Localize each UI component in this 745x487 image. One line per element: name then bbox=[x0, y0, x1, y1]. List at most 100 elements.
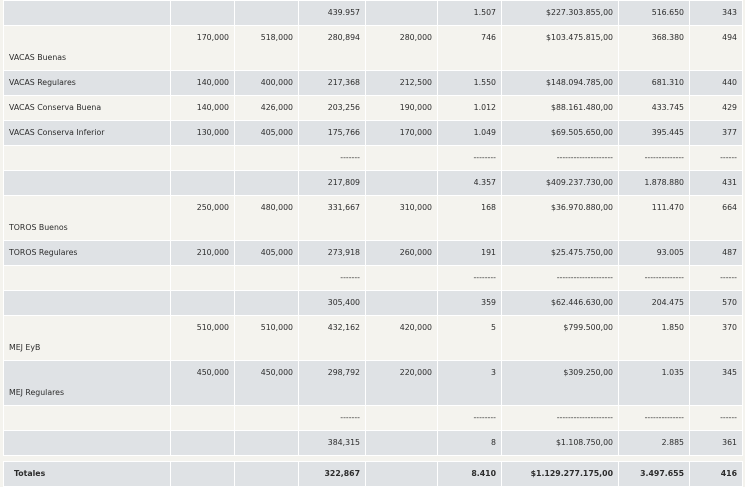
min-price-cell: 510,000 bbox=[170, 315, 235, 361]
avg-price-cell: ------- bbox=[298, 145, 366, 171]
avg-price-cell: 280,894 bbox=[298, 25, 366, 71]
max-price-cell: 400,000 bbox=[234, 70, 299, 96]
category-label bbox=[3, 290, 171, 316]
mode-price-cell bbox=[365, 170, 438, 196]
amount-cell: -------------------- bbox=[501, 145, 619, 171]
avg-weight-cell: ------ bbox=[689, 265, 743, 291]
max-price-cell: 450,000 bbox=[234, 360, 299, 406]
kilos-cell: 1.850 bbox=[618, 315, 690, 361]
table-row: MEJ EyB 510,000 510,000 432,162 420,000 5 $799… bbox=[3, 315, 743, 361]
max-price-cell bbox=[234, 170, 299, 196]
mode-price-cell: 190,000 bbox=[365, 95, 438, 121]
avg-price-cell: 217,809 bbox=[298, 170, 366, 196]
head-count-cell: 191 bbox=[437, 240, 502, 266]
head-count-cell: 168 bbox=[437, 195, 502, 241]
max-price-cell bbox=[234, 430, 299, 456]
totals-avg-price: 322,867 bbox=[298, 461, 366, 487]
max-price-cell bbox=[234, 145, 299, 171]
category-label: TOROS Regulares bbox=[3, 240, 171, 266]
totals-kilos: 3.497.655 bbox=[618, 461, 690, 487]
avg-weight-cell: 487 bbox=[689, 240, 743, 266]
avg-price-cell: 439.957 bbox=[298, 0, 366, 26]
category-label: MEJ Regulares bbox=[3, 360, 171, 406]
avg-weight-cell: 494 bbox=[689, 25, 743, 71]
amount-cell: $227.303.855,00 bbox=[501, 0, 619, 26]
kilos-cell: 516.650 bbox=[618, 0, 690, 26]
category-label: VACAS Conserva Inferior bbox=[3, 120, 171, 146]
table-row: TOROS Buenos 250,000 480,000 331,667 310,000… bbox=[3, 195, 743, 241]
category-label: MEJ EyB bbox=[3, 315, 171, 361]
category-label: VACAS Conserva Buena bbox=[3, 95, 171, 121]
table-body: 439.957 1.507 $227.303.855,00 516.650 343 VAC… bbox=[3, 0, 743, 456]
mode-price-cell bbox=[365, 430, 438, 456]
table-row: ------- -------- -------------------- -----… bbox=[3, 145, 743, 171]
min-price-cell bbox=[170, 405, 235, 431]
totals-amount: $1.129.277.175,00 bbox=[501, 461, 619, 487]
table-row: VACAS Buenas 170,000 518,000 280,894 280,000… bbox=[3, 25, 743, 71]
category-table: 439.957 1.507 $227.303.855,00 516.650 343 VAC… bbox=[3, 0, 743, 487]
amount-cell: $409.237.730,00 bbox=[501, 170, 619, 196]
category-label: VACAS Regulares bbox=[3, 70, 171, 96]
avg-price-cell: 331,667 bbox=[298, 195, 366, 241]
kilos-cell: 1.878.880 bbox=[618, 170, 690, 196]
table-row: MEJ Regulares 450,000 450,000 298,792 220,00… bbox=[3, 360, 743, 406]
kilos-cell: -------------- bbox=[618, 145, 690, 171]
mode-price-cell bbox=[365, 0, 438, 26]
table-row: VACAS Regulares 140,000 400,000 217,368 212,… bbox=[3, 70, 743, 96]
min-price-cell bbox=[170, 265, 235, 291]
head-count-cell: 746 bbox=[437, 25, 502, 71]
head-count-cell: 359 bbox=[437, 290, 502, 316]
table-row: ------- -------- -------------------- -----… bbox=[3, 265, 743, 291]
avg-price-cell: 305,400 bbox=[298, 290, 366, 316]
min-price-cell: 170,000 bbox=[170, 25, 235, 71]
avg-price-cell: 273,918 bbox=[298, 240, 366, 266]
category-label bbox=[3, 265, 171, 291]
max-price-cell: 480,000 bbox=[234, 195, 299, 241]
mode-price-cell: 420,000 bbox=[365, 315, 438, 361]
max-price-cell: 405,000 bbox=[234, 240, 299, 266]
avg-weight-cell: 377 bbox=[689, 120, 743, 146]
table-row: VACAS Conserva Inferior 130,000 405,000 175… bbox=[3, 120, 743, 146]
max-price-cell bbox=[234, 405, 299, 431]
totals-min-price bbox=[170, 461, 235, 487]
table-row: VACAS Conserva Buena 140,000 426,000 203,25… bbox=[3, 95, 743, 121]
mode-price-cell: 212,500 bbox=[365, 70, 438, 96]
min-price-cell bbox=[170, 0, 235, 26]
amount-cell: -------------------- bbox=[501, 405, 619, 431]
kilos-cell: 93.005 bbox=[618, 240, 690, 266]
mode-price-cell: 260,000 bbox=[365, 240, 438, 266]
category-label bbox=[3, 430, 171, 456]
min-price-cell bbox=[170, 170, 235, 196]
category-label: TOROS Buenos bbox=[3, 195, 171, 241]
category-label bbox=[3, 405, 171, 431]
mode-price-cell bbox=[365, 265, 438, 291]
min-price-cell: 210,000 bbox=[170, 240, 235, 266]
amount-cell: $1.108.750,00 bbox=[501, 430, 619, 456]
avg-price-cell: 432,162 bbox=[298, 315, 366, 361]
totals-max-price bbox=[234, 461, 299, 487]
min-price-cell bbox=[170, 145, 235, 171]
totals-label: Totales bbox=[3, 461, 171, 487]
avg-price-cell: 175,766 bbox=[298, 120, 366, 146]
avg-weight-cell: 664 bbox=[689, 195, 743, 241]
min-price-cell: 140,000 bbox=[170, 95, 235, 121]
max-price-cell bbox=[234, 290, 299, 316]
min-price-cell bbox=[170, 430, 235, 456]
kilos-cell: 111.470 bbox=[618, 195, 690, 241]
avg-weight-cell: 429 bbox=[689, 95, 743, 121]
min-price-cell: 130,000 bbox=[170, 120, 235, 146]
mode-price-cell: 170,000 bbox=[365, 120, 438, 146]
mode-price-cell bbox=[365, 145, 438, 171]
max-price-cell: 510,000 bbox=[234, 315, 299, 361]
min-price-cell: 450,000 bbox=[170, 360, 235, 406]
head-count-cell: 1.049 bbox=[437, 120, 502, 146]
amount-cell: $309.250,00 bbox=[501, 360, 619, 406]
avg-weight-cell: 440 bbox=[689, 70, 743, 96]
avg-weight-cell: ------ bbox=[689, 145, 743, 171]
head-count-cell: 8 bbox=[437, 430, 502, 456]
avg-weight-cell: 570 bbox=[689, 290, 743, 316]
amount-cell: $69.505.650,00 bbox=[501, 120, 619, 146]
min-price-cell bbox=[170, 290, 235, 316]
mode-price-cell bbox=[365, 405, 438, 431]
amount-cell: $799.500,00 bbox=[501, 315, 619, 361]
